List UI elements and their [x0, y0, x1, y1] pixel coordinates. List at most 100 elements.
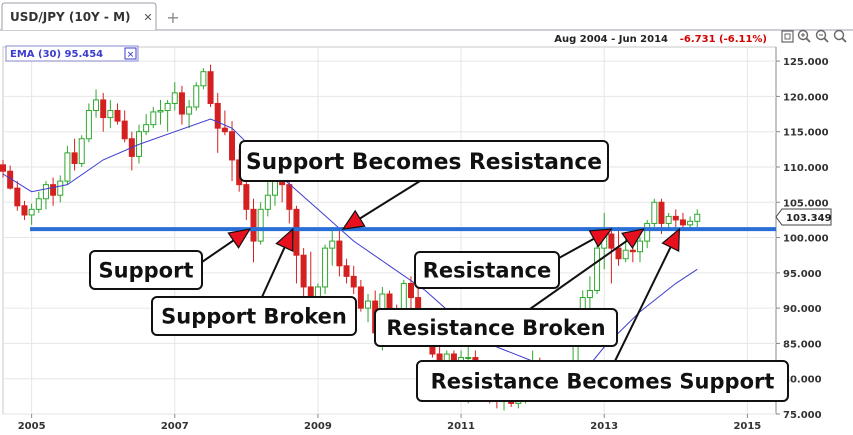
- candle-up: [637, 237, 644, 263]
- candle-down: [71, 138, 78, 171]
- annotation-label: Resistance Broken: [386, 316, 605, 340]
- candle-body: [121, 120, 128, 140]
- ema-legend-label: EMA (30) 95.454: [10, 49, 103, 60]
- annotation-pointer: [614, 246, 672, 362]
- y-tick-label: 80.000: [783, 375, 822, 386]
- annotation-arrowhead: [275, 227, 294, 252]
- candle-up: [322, 244, 329, 295]
- candle-body: [271, 180, 278, 196]
- candle-body: [286, 184, 293, 210]
- annotation-pointer: [261, 246, 286, 298]
- ema-legend-close-button[interactable]: [124, 47, 137, 60]
- candle-up: [143, 114, 150, 136]
- candle-body: [250, 208, 257, 242]
- candle-down: [207, 64, 214, 107]
- annotation-callout: Resistance Broken: [374, 228, 645, 347]
- annotation-label: Support: [99, 259, 194, 283]
- candle-body: [143, 124, 150, 133]
- candle-body: [615, 247, 622, 260]
- candle-up: [107, 99, 114, 129]
- candle-up: [78, 135, 85, 167]
- candle-down: [100, 92, 107, 132]
- candle-down: [350, 265, 357, 295]
- y-tick-label: 125.000: [783, 57, 829, 68]
- candle-body: [594, 247, 601, 291]
- y-axis-ticks: 125.000 120.000 115.000 110.000 105.000 100.0…: [776, 57, 829, 421]
- annotation-box: [239, 140, 609, 182]
- candle-body: [85, 110, 92, 140]
- candle-up: [257, 202, 264, 245]
- candle-up: [57, 175, 64, 203]
- candle-body: [622, 249, 629, 260]
- candle-up: [42, 181, 49, 210]
- x-tick-label: 2015: [733, 421, 761, 432]
- candle-body: [336, 240, 343, 267]
- candle-up: [64, 145, 71, 185]
- candle-body: [365, 300, 372, 309]
- candle-body: [100, 99, 107, 119]
- zoom-out-icon[interactable]: [815, 29, 829, 43]
- candle-body: [42, 184, 49, 200]
- candle-down: [14, 181, 21, 211]
- ema-line: [2, 118, 698, 376]
- candle-body: [28, 208, 35, 216]
- annotation-callout: Resistance Becomes Support: [416, 227, 789, 402]
- candle-body: [193, 85, 200, 108]
- candle-down: [0, 159, 6, 178]
- candle-body: [171, 92, 178, 104]
- ema-legend: EMA (30) 95.454 ✕: [5, 45, 139, 62]
- candle-body: [243, 184, 250, 210]
- x-axis-ticks: 2005 2007 2009 2011 2013 2015: [18, 414, 761, 432]
- candle-body: [57, 180, 64, 196]
- candle-body: [644, 222, 651, 242]
- annotation-callout: Support Becomes Resistance: [239, 140, 609, 230]
- annotation-arrowhead: [588, 228, 613, 248]
- candle-body: [293, 208, 300, 256]
- x-tick-label: 2007: [161, 421, 189, 432]
- candle-body: [407, 282, 414, 299]
- candle-body: [78, 138, 85, 164]
- y-tick-label: 120.000: [783, 92, 829, 103]
- candle-body: [257, 208, 264, 242]
- add-tab-icon[interactable]: +: [166, 8, 179, 27]
- annotation-pointer: [529, 239, 628, 310]
- annotation-pointer: [558, 237, 595, 259]
- zoom-in-icon[interactable]: [797, 29, 811, 43]
- annotation-callout: Support: [89, 228, 252, 290]
- y-tick-label: 110.000: [783, 163, 829, 174]
- candle-body: [200, 71, 207, 87]
- y-tick-label: 100.000: [783, 234, 829, 245]
- candle-down: [221, 110, 228, 136]
- last-price-layer: 103.349: [775, 208, 832, 226]
- x-tick-label: 2005: [18, 421, 46, 432]
- candle-body: [629, 249, 636, 253]
- y-tick-label: 85.000: [783, 339, 822, 350]
- candle-body: [93, 99, 100, 112]
- candle-up: [164, 99, 171, 132]
- candle-body: [694, 213, 701, 222]
- annotation-pointer: [201, 239, 235, 263]
- annotation-box: [89, 250, 203, 290]
- candle-body: [221, 127, 228, 133]
- candle-body: [608, 233, 615, 249]
- candle-body: [658, 201, 665, 224]
- annotation-box: [374, 308, 618, 347]
- candle-body: [71, 152, 78, 164]
- tab-active[interactable]: [1, 2, 157, 30]
- zoom-reset-icon[interactable]: [833, 29, 847, 43]
- candle-body: [164, 102, 171, 112]
- candle-body: [157, 110, 164, 113]
- candle-body: [114, 110, 121, 122]
- tab-close-icon[interactable]: ✕: [143, 11, 152, 24]
- candle-up: [150, 106, 157, 129]
- y-tick-label: 105.000: [783, 198, 829, 209]
- maximize-icon[interactable]: [781, 30, 794, 43]
- x-tick-label: 2013: [590, 421, 618, 432]
- candle-up: [694, 209, 701, 227]
- tab-label: USD/JPY (10Y - M): [10, 10, 131, 24]
- candle-body: [687, 220, 694, 226]
- candle-up: [171, 82, 178, 111]
- candle-down: [50, 177, 57, 206]
- date-range: Aug 2004 - Jun 2014: [554, 34, 668, 45]
- ema-legend-close-icon[interactable]: ✕: [127, 51, 135, 61]
